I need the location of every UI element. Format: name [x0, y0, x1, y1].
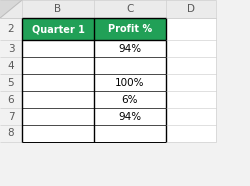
- Text: 94%: 94%: [118, 44, 141, 54]
- Text: 2: 2: [8, 24, 14, 34]
- Bar: [0, 0, 215, 142]
- Text: 8: 8: [8, 129, 14, 139]
- Text: 100%: 100%: [115, 78, 144, 87]
- Text: Quarter 1: Quarter 1: [32, 24, 84, 34]
- Text: 94%: 94%: [118, 111, 141, 121]
- Bar: [22, 18, 215, 142]
- Bar: [94, 18, 165, 40]
- Text: 5: 5: [8, 78, 14, 87]
- Text: Profit %: Profit %: [108, 24, 152, 34]
- Text: 6: 6: [8, 94, 14, 105]
- Text: C: C: [126, 4, 133, 14]
- Bar: [0, 0, 215, 18]
- Text: 6%: 6%: [121, 94, 138, 105]
- Text: 3: 3: [8, 44, 14, 54]
- Text: 4: 4: [8, 60, 14, 70]
- Bar: [0, 0, 22, 142]
- Text: 7: 7: [8, 111, 14, 121]
- Bar: [22, 18, 94, 40]
- Text: B: B: [54, 4, 61, 14]
- Text: D: D: [186, 4, 194, 14]
- Polygon shape: [0, 0, 22, 18]
